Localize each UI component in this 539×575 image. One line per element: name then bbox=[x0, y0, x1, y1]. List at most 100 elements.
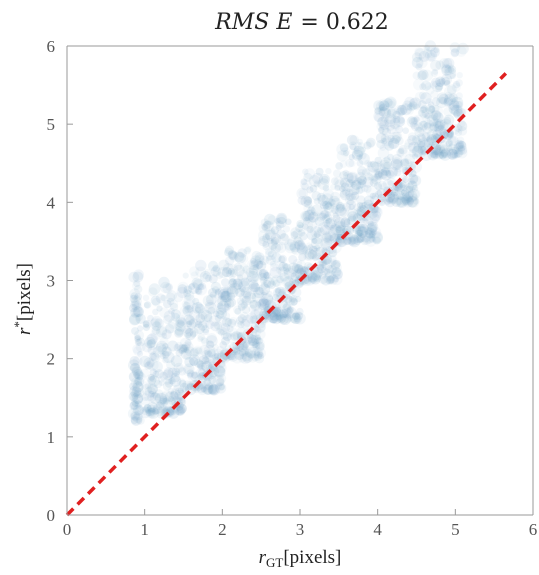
scatter-point bbox=[285, 218, 292, 226]
scatter-point bbox=[227, 267, 236, 275]
scatter-point bbox=[242, 352, 253, 363]
scatter-point bbox=[379, 100, 390, 111]
scatter-point bbox=[136, 337, 146, 347]
scatter-point bbox=[249, 323, 260, 334]
scatter-point bbox=[339, 177, 351, 188]
scatter-point bbox=[386, 108, 397, 119]
scatter-point bbox=[216, 310, 225, 319]
scatter-point bbox=[390, 157, 403, 169]
scatter-point bbox=[361, 201, 368, 209]
scatter-point bbox=[159, 407, 171, 419]
scatter-points-layer bbox=[127, 40, 469, 426]
scatter-point bbox=[318, 212, 327, 221]
scatter-point bbox=[392, 131, 403, 142]
scatter-point bbox=[427, 101, 435, 108]
scatter-point bbox=[144, 386, 156, 398]
scatter-point bbox=[150, 407, 158, 414]
scatter-point bbox=[325, 217, 337, 229]
scatter-point bbox=[182, 289, 192, 298]
scatter-point bbox=[355, 172, 366, 183]
scatter-point bbox=[379, 103, 388, 112]
scatter-point bbox=[346, 236, 357, 246]
scatter-point bbox=[245, 246, 252, 253]
scatter-point bbox=[229, 269, 238, 278]
scatter-point bbox=[217, 383, 225, 391]
scatter-point bbox=[335, 162, 343, 170]
scatter-point bbox=[313, 179, 322, 188]
scatter-point bbox=[206, 335, 218, 347]
scatter-point bbox=[323, 268, 331, 275]
scatter-point bbox=[269, 314, 279, 324]
scatter-point bbox=[428, 105, 436, 113]
scatter-point bbox=[435, 144, 442, 151]
scatter-point bbox=[455, 100, 464, 109]
scatter-point bbox=[336, 201, 344, 210]
scatter-point bbox=[199, 355, 209, 365]
scatter-point bbox=[428, 116, 439, 126]
scatter-point bbox=[443, 131, 453, 140]
scatter-point bbox=[384, 115, 396, 127]
scatter-point bbox=[380, 168, 388, 176]
scatter-point bbox=[149, 351, 160, 361]
scatter-point bbox=[258, 283, 271, 295]
scatter-point bbox=[423, 122, 432, 131]
scatter-point bbox=[300, 178, 308, 186]
scatter-point bbox=[301, 219, 314, 231]
scatter-point bbox=[406, 195, 418, 208]
y-tick-label: 5 bbox=[47, 115, 56, 134]
scatter-point bbox=[264, 213, 276, 226]
scatter-point bbox=[187, 370, 199, 382]
scatter-point bbox=[197, 336, 204, 343]
scatter-point bbox=[367, 221, 379, 233]
scatter-point bbox=[415, 63, 423, 71]
scatter-point bbox=[358, 151, 367, 160]
scatter-point bbox=[147, 393, 157, 403]
scatter-point bbox=[376, 160, 383, 167]
scatter-point bbox=[384, 199, 391, 206]
scatter-point bbox=[316, 263, 325, 272]
scatter-point bbox=[451, 152, 459, 159]
scatter-point bbox=[180, 344, 189, 353]
scatter-point bbox=[219, 316, 228, 325]
scatter-point bbox=[202, 328, 210, 336]
scatter-point bbox=[203, 383, 215, 395]
scatter-point bbox=[374, 107, 382, 115]
scatter-point bbox=[200, 386, 207, 393]
scatter-point bbox=[184, 346, 195, 357]
scatter-point bbox=[309, 273, 321, 285]
scatter-point bbox=[332, 212, 339, 219]
scatter-point bbox=[185, 293, 192, 300]
scatter-point bbox=[381, 167, 390, 176]
scatter-point bbox=[356, 225, 368, 238]
scatter-point bbox=[430, 69, 439, 78]
scatter-point bbox=[321, 259, 328, 266]
scatter-point bbox=[340, 179, 347, 187]
scatter-point bbox=[425, 104, 435, 115]
scatter-point bbox=[318, 222, 329, 233]
scatter-point bbox=[247, 270, 259, 283]
scatter-point bbox=[232, 344, 241, 353]
scatter-point bbox=[350, 191, 360, 201]
scatter-point bbox=[242, 341, 250, 349]
scatter-point bbox=[439, 119, 447, 127]
scatter-point bbox=[214, 366, 221, 373]
scatter-point bbox=[216, 323, 229, 336]
x-tick-label: 6 bbox=[529, 520, 538, 539]
scatter-point bbox=[278, 254, 287, 264]
scatter-point bbox=[201, 338, 210, 346]
scatter-point bbox=[410, 117, 418, 125]
scatter-point bbox=[248, 279, 259, 290]
scatter-point bbox=[132, 344, 142, 354]
scatter-point bbox=[371, 231, 383, 243]
scatter-point bbox=[441, 121, 449, 129]
scatter-point bbox=[399, 180, 407, 189]
scatter-point bbox=[408, 188, 420, 201]
scatter-point bbox=[439, 128, 447, 136]
scatter-point bbox=[348, 214, 356, 222]
scatter-point bbox=[182, 365, 194, 377]
scatter-point bbox=[162, 283, 173, 294]
scatter-point bbox=[384, 96, 397, 109]
scatter-point bbox=[168, 377, 176, 385]
scatter-point bbox=[130, 397, 140, 407]
scatter-point bbox=[188, 318, 199, 328]
